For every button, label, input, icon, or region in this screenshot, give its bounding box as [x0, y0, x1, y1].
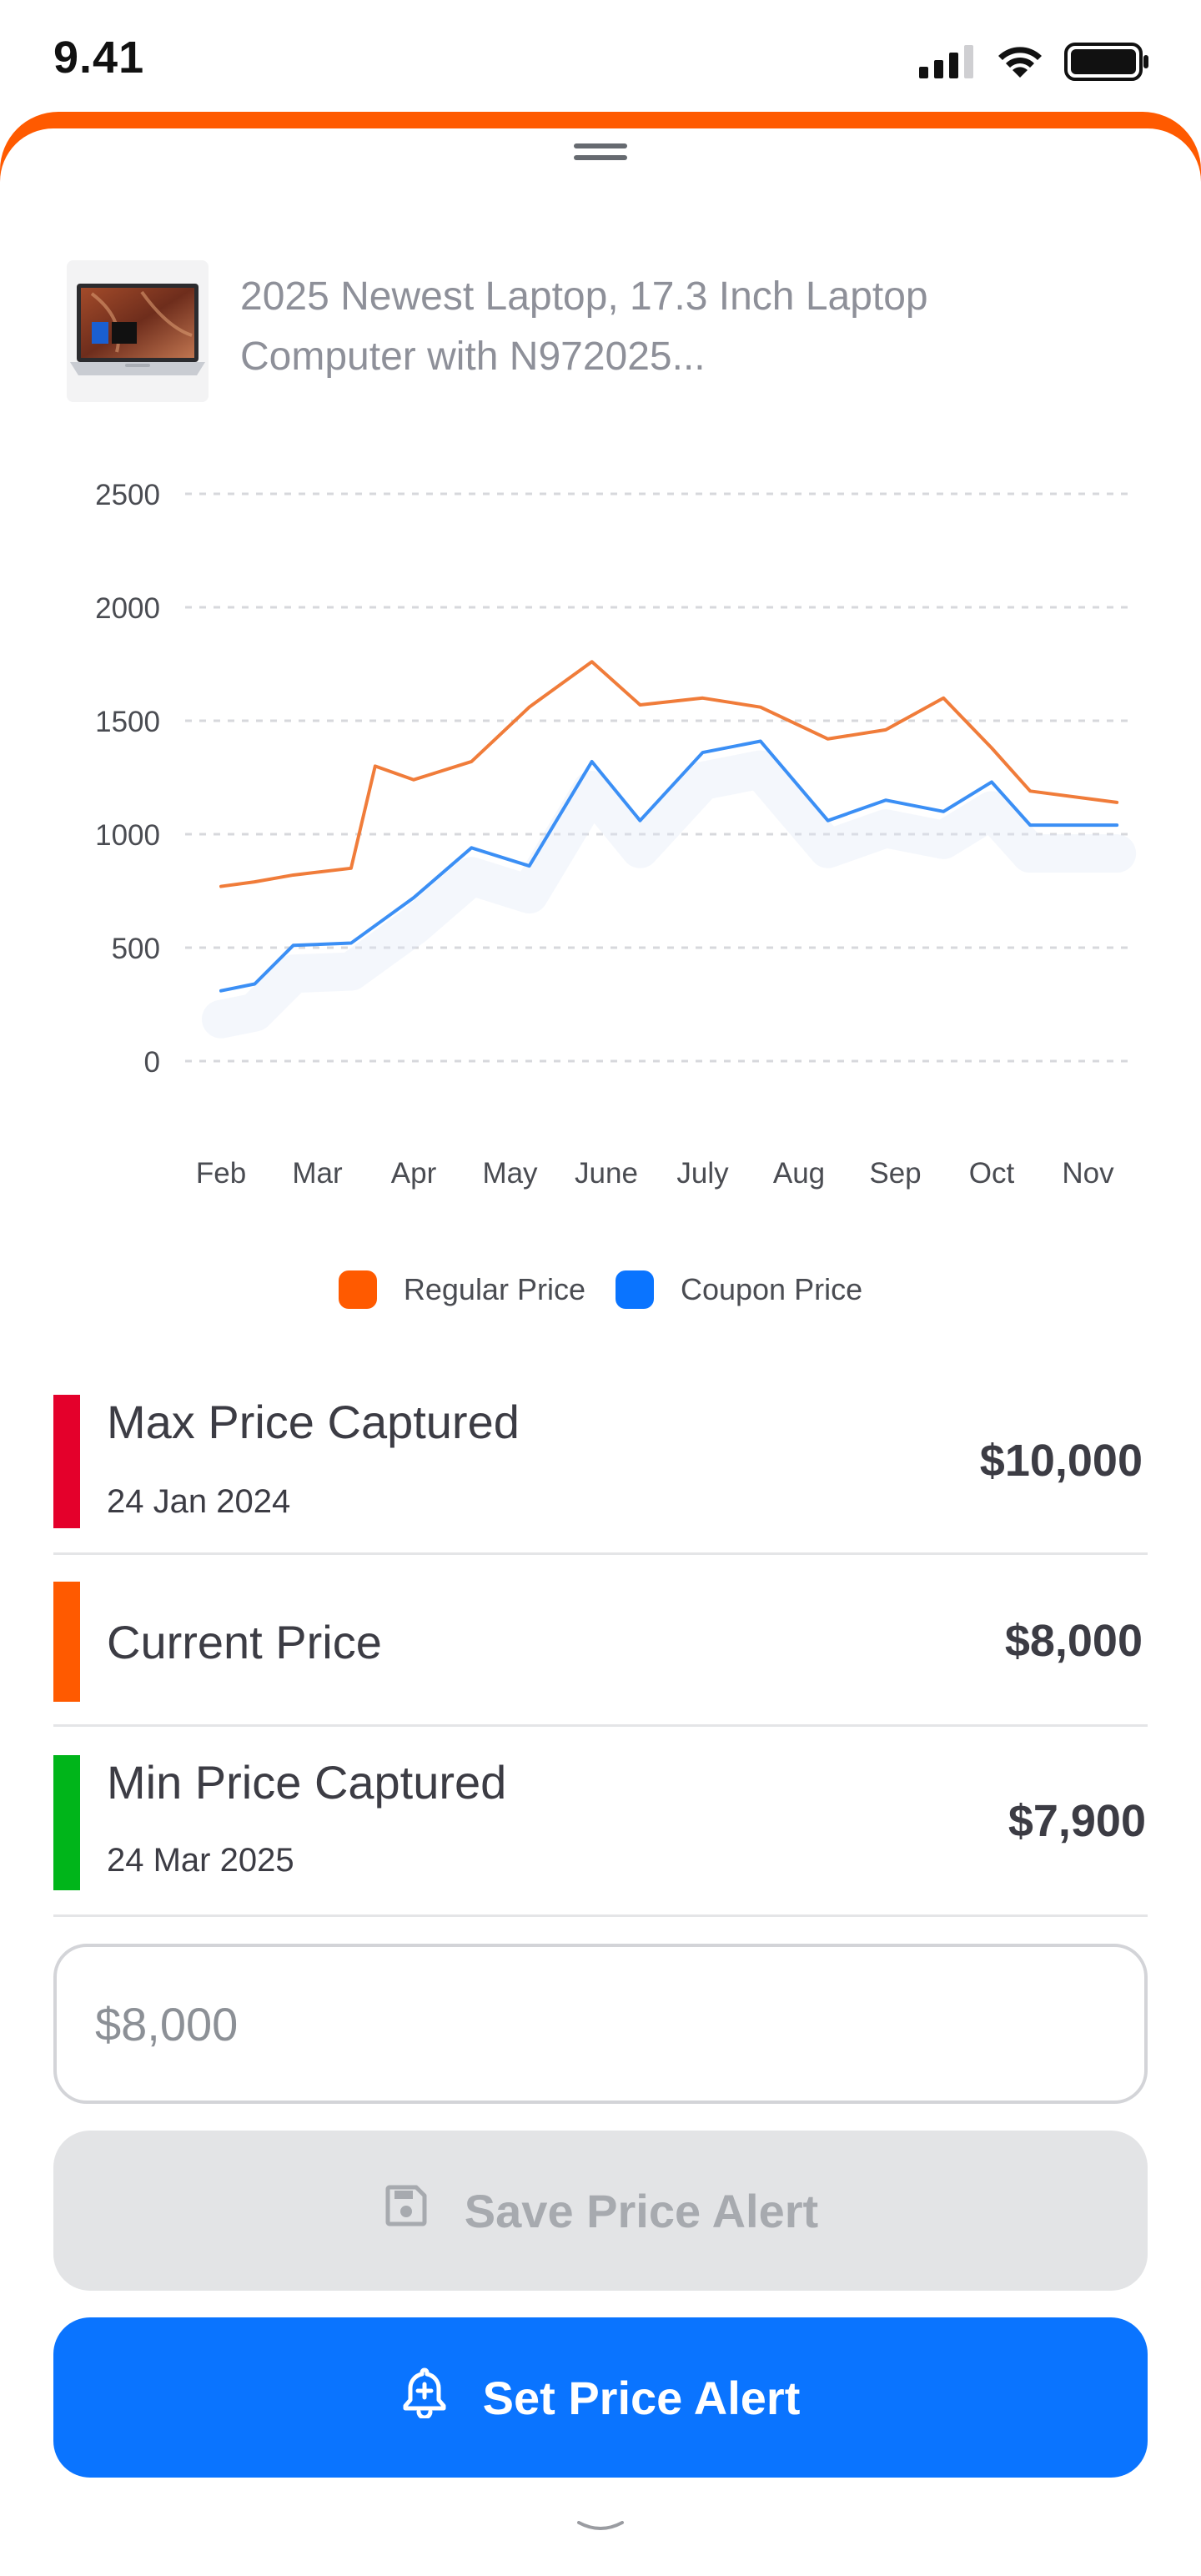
y-tick-label: 1000: [95, 819, 160, 852]
current-price-label: Current Price: [107, 1616, 382, 1668]
x-tick-label: Apr: [391, 1157, 437, 1190]
legend-swatch-coupon: [615, 1270, 654, 1309]
drag-handle[interactable]: [574, 143, 627, 165]
min-price-row: Min Price Captured 24 Mar 2025 $7,900: [53, 1755, 1148, 1917]
price-history-chart: 2500 2000 1500 1000 500 0 Feb Mar Apr May June July…: [0, 450, 1201, 1326]
product-title-line-1: 2025 Newest Laptop, 17.3 Inch Laptop: [240, 274, 928, 319]
min-price-date: 24 Mar 2025: [107, 1842, 294, 1879]
x-tick-label: July: [676, 1157, 729, 1190]
coupon-price-shadow: [202, 750, 1137, 1039]
y-tick-label: 0: [144, 1046, 160, 1079]
max-price-label: Max Price Captured: [107, 1396, 520, 1448]
y-tick-label: 500: [112, 933, 160, 965]
product-title-line-2: Computer with N972025...: [240, 335, 706, 379]
max-price-indicator: [53, 1395, 80, 1528]
min-price-value: $7,900: [1008, 1796, 1146, 1846]
save-price-alert-label: Save Price Alert: [464, 2184, 819, 2237]
price-chart-svg: 2500 2000 1500 1000 500 0 Feb Mar Apr May June July…: [95, 479, 1137, 1190]
status-bar: 9.41: [0, 0, 1201, 113]
set-price-alert-label: Set Price Alert: [482, 2371, 801, 2424]
wifi-icon: [998, 47, 1042, 78]
x-tick-label: Mar: [292, 1157, 343, 1190]
coupon-price-line: [219, 739, 1119, 993]
current-price-row: Current Price $8,000: [53, 1582, 1148, 1727]
x-tick-label: June: [575, 1157, 638, 1190]
legend-label-regular: Regular Price: [403, 1272, 585, 1306]
target-price-input[interactable]: [53, 1944, 1148, 2104]
x-tick-label: Sep: [869, 1157, 921, 1190]
y-tick-label: 2500: [95, 479, 160, 511]
legend-swatch-regular: [338, 1270, 377, 1309]
home-indicator: [577, 2521, 624, 2530]
status-icons: [919, 37, 1149, 87]
legend-item-coupon: Coupon Price: [615, 1270, 863, 1309]
product-title[interactable]: 2025 Newest Laptop, 17.3 Inch Laptop Com…: [240, 267, 1041, 387]
legend-label-coupon: Coupon Price: [680, 1272, 863, 1306]
y-tick-label: 1500: [95, 706, 160, 738]
x-tick-label: May: [482, 1157, 538, 1190]
min-price-indicator: [53, 1755, 80, 1890]
laptop-image: [67, 260, 209, 402]
save-icon: [383, 2182, 430, 2240]
x-tick-label: Nov: [1062, 1157, 1114, 1190]
x-tick-label: Oct: [969, 1157, 1015, 1190]
max-price-row: Max Price Captured 24 Jan 2024 $10,000: [53, 1395, 1148, 1555]
legend-item-regular: Regular Price: [338, 1270, 585, 1309]
chart-legend: Regular Price Coupon Price: [0, 1265, 1201, 1315]
y-tick-label: 2000: [95, 592, 160, 625]
product-thumbnail[interactable]: [67, 260, 209, 402]
current-price-value: $8,000: [1004, 1616, 1143, 1666]
x-tick-label: Feb: [196, 1157, 246, 1190]
min-price-label: Min Price Captured: [107, 1756, 507, 1809]
status-time: 9.41: [53, 33, 145, 83]
regular-price-line: [219, 660, 1119, 888]
x-tick-label: Aug: [773, 1157, 825, 1190]
battery-icon: [1064, 43, 1148, 81]
current-price-indicator: [53, 1582, 80, 1702]
max-price-date: 24 Jan 2024: [107, 1483, 291, 1520]
signal-icon: [919, 45, 973, 78]
bell-plus-icon: [401, 2367, 448, 2429]
save-price-alert-button[interactable]: Save Price Alert: [53, 2131, 1148, 2291]
set-price-alert-button[interactable]: Set Price Alert: [53, 2317, 1148, 2478]
product-header: 2025 Newest Laptop, 17.3 Inch Laptop Com…: [67, 260, 1151, 402]
max-price-value: $10,000: [979, 1436, 1143, 1486]
